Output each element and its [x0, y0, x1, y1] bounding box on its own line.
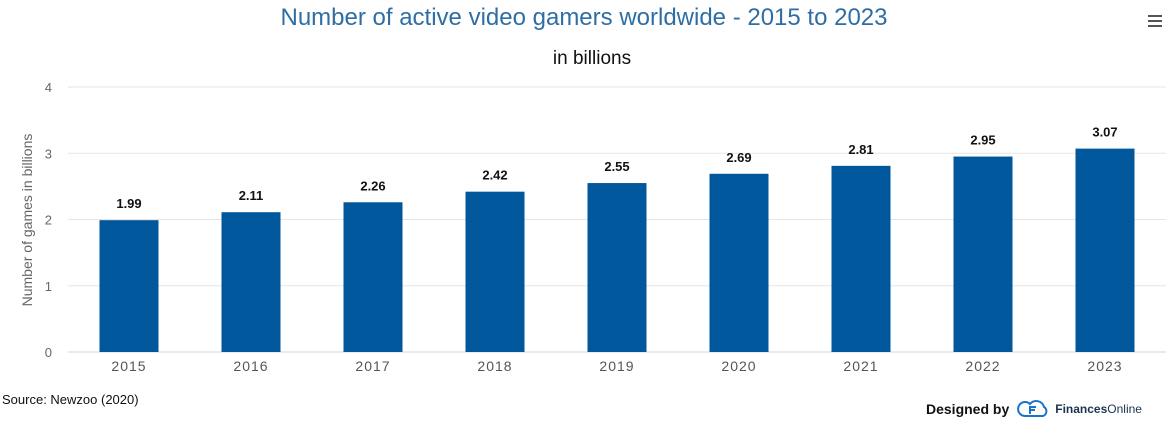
bar-2015[interactable] — [99, 220, 159, 352]
data-label: 2.11 — [239, 188, 264, 203]
chart-subtitle: in billions — [552, 48, 632, 69]
data-label: 2.26 — [360, 178, 385, 193]
data-label: 1.99 — [116, 196, 141, 211]
data-label: 2.95 — [970, 133, 995, 148]
data-label: 2.42 — [482, 168, 507, 183]
x-tick-label: 2021 — [843, 358, 878, 374]
data-label: 2.81 — [848, 142, 873, 157]
x-tick-label: 2020 — [721, 358, 756, 374]
bars — [99, 148, 1135, 352]
y-axis-label: Number of games in billions — [19, 134, 35, 307]
y-tick-label: 1 — [45, 279, 52, 294]
y-axis-ticks: 0 1 2 3 4 — [45, 80, 52, 360]
data-label: 3.07 — [1092, 125, 1117, 140]
x-tick-label: 2017 — [355, 358, 390, 374]
x-tick-label: 2023 — [1087, 358, 1122, 374]
x-tick-label: 2015 — [111, 358, 146, 374]
designed-by-credit[interactable]: Designed by FinancesOnline — [926, 398, 1142, 420]
finances-online-logo-icon — [1017, 400, 1048, 417]
bar-2021[interactable] — [831, 165, 891, 352]
bar-2016[interactable] — [221, 212, 281, 352]
bar-2018[interactable] — [465, 191, 525, 352]
x-tick-label: 2019 — [599, 358, 634, 374]
brand-name: FinancesOnline — [1055, 402, 1142, 416]
data-label: 2.69 — [726, 150, 751, 165]
bar-2023[interactable] — [1075, 148, 1135, 352]
brand-name-light: Online — [1107, 402, 1142, 416]
bar-2017[interactable] — [343, 202, 403, 352]
y-tick-label: 2 — [45, 213, 52, 228]
brand-name-bold: Finances — [1055, 402, 1108, 416]
y-tick-label: 3 — [45, 146, 52, 161]
bar-2020[interactable] — [709, 173, 769, 352]
x-tick-label: 2018 — [477, 358, 512, 374]
y-tick-label: 4 — [45, 80, 52, 95]
data-label: 2.55 — [604, 159, 629, 174]
y-tick-label: 0 — [45, 345, 52, 360]
bar-2019[interactable] — [587, 183, 647, 352]
hamburger-menu-icon[interactable] — [1146, 12, 1166, 32]
chart-title: Number of active video gamers worldwide … — [280, 4, 888, 31]
x-tick-label: 2016 — [233, 358, 268, 374]
designed-by-label: Designed by — [926, 401, 1010, 417]
source-note: Source: Newzoo (2020) — [2, 392, 139, 407]
x-tick-label: 2022 — [965, 358, 1000, 374]
bar-2022[interactable] — [953, 156, 1013, 352]
bar-chart: 0 1 2 3 4 Number of games in billions 1.99 2.… — [19, 80, 1166, 374]
x-axis-ticks: 2015 2016 2017 2018 2019 2020 2021 2022 2023 — [111, 358, 1122, 374]
data-labels: 1.99 2.11 2.26 2.42 2.55 2.69 2.81 2.95 3.07 — [116, 125, 1117, 212]
